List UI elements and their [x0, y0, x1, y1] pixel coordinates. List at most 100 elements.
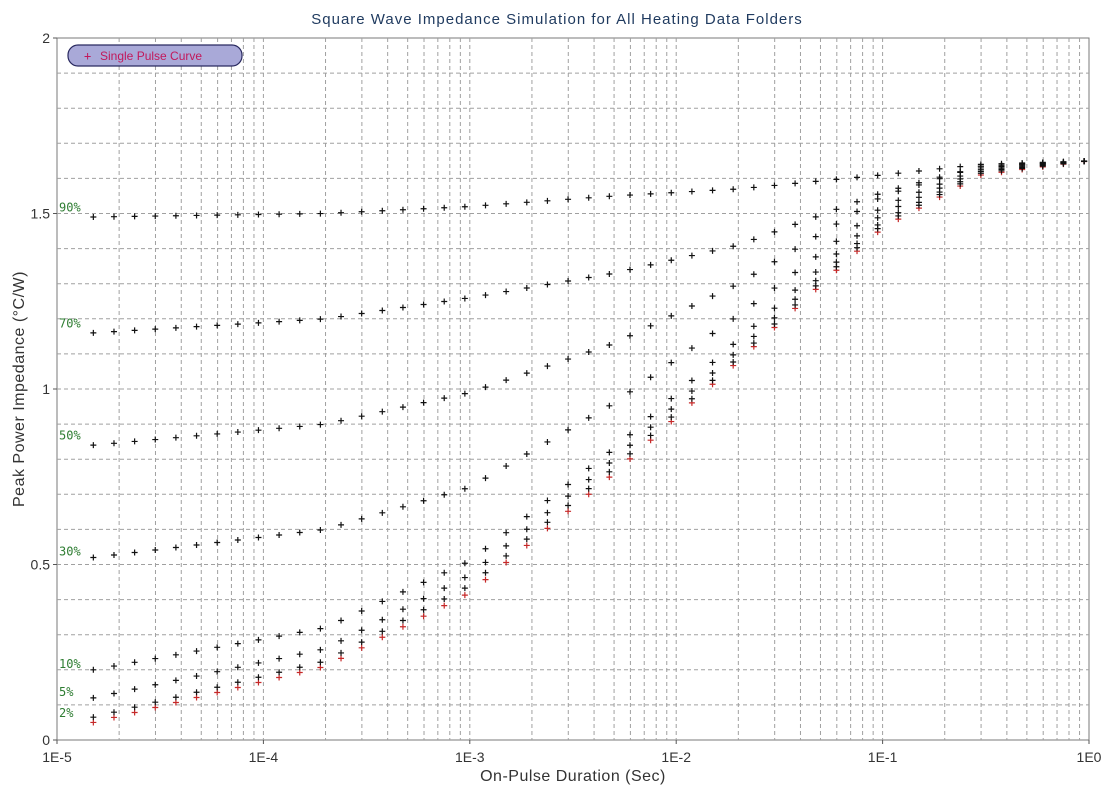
duty-point: [523, 513, 530, 520]
duty-point: [461, 203, 468, 210]
duty-point: [626, 266, 633, 273]
duty-point: [709, 369, 716, 376]
duty-point: [399, 503, 406, 510]
duty-point: [317, 659, 324, 666]
duty-point: [668, 257, 675, 264]
duty-point: [131, 704, 138, 711]
duty-point: [606, 270, 613, 277]
duty-point: [441, 298, 448, 305]
duty-point: [792, 180, 799, 187]
duty-point: [234, 321, 241, 328]
duty-point: [399, 606, 406, 613]
y-tick-label: 0: [42, 732, 50, 748]
single-pulse-point: [379, 634, 386, 641]
duty-point: [110, 690, 117, 697]
duty-point: [626, 192, 633, 199]
duty-point: [585, 465, 592, 472]
duty-point: [874, 207, 881, 214]
duty-point: [874, 221, 881, 228]
chart-title: Square Wave Impedance Simulation for All…: [311, 11, 803, 28]
duty-point: [110, 440, 117, 447]
duty-point: [647, 374, 654, 381]
duty-point: [503, 542, 510, 549]
duty-point: [276, 318, 283, 325]
duty-point: [503, 377, 510, 384]
duty-point: [1060, 158, 1067, 165]
duty-point: [338, 649, 345, 656]
duty-point: [544, 197, 551, 204]
duty-point: [812, 269, 819, 276]
duty-point: [152, 546, 159, 553]
duty-point: [957, 163, 964, 170]
duty-point: [977, 161, 984, 168]
duty-point: [441, 395, 448, 402]
duty-point: [647, 432, 654, 439]
duty-point: [565, 502, 572, 509]
duty-label: 30%: [59, 544, 81, 558]
duty-point: [358, 515, 365, 522]
duty-point: [255, 427, 262, 434]
duty-point: [503, 288, 510, 295]
duty-point: [544, 509, 551, 516]
duty-point: [234, 664, 241, 671]
duty-point: [771, 321, 778, 328]
duty-point: [833, 221, 840, 228]
duty-point: [461, 560, 468, 567]
duty-point: [709, 359, 716, 366]
duty-point: [90, 666, 97, 673]
duty-point: [379, 207, 386, 214]
duty-point: [296, 529, 303, 536]
y-axis-label: Peak Power Impedance (°C/W): [11, 271, 28, 507]
duty-point: [234, 537, 241, 544]
duty-point: [172, 324, 179, 331]
duty-point: [420, 606, 427, 613]
duty-point: [90, 214, 97, 221]
duty-point: [214, 684, 221, 691]
duty-point: [379, 616, 386, 623]
duty-point: [792, 269, 799, 276]
single-pulse-point: [276, 674, 283, 681]
duty-point: [1019, 160, 1026, 167]
legend-box: [67, 44, 243, 67]
duty-point: [730, 351, 737, 358]
duty-point: [730, 243, 737, 250]
x-tick-label: 1E-5: [42, 749, 72, 765]
duty-point: [482, 202, 489, 209]
duty-point: [895, 203, 902, 210]
single-pulse-point: [193, 694, 200, 701]
duty-point: [1039, 159, 1046, 166]
duty-point: [792, 221, 799, 228]
duty-point: [709, 247, 716, 254]
duty-point: [833, 250, 840, 257]
duty-label: 10%: [59, 657, 81, 671]
single-pulse-point: [234, 684, 241, 691]
y-tick-label: 2: [42, 30, 50, 46]
single-pulse-point: [358, 644, 365, 651]
duty-point: [730, 358, 737, 365]
duty-point: [338, 313, 345, 320]
duty-point: [523, 451, 530, 458]
duty-point: [523, 536, 530, 543]
duty-point: [812, 277, 819, 284]
duty-point: [193, 648, 200, 655]
legend-marker-icon: +: [84, 49, 91, 63]
duty-point: [255, 211, 262, 218]
duty-point: [90, 694, 97, 701]
duty-point: [399, 304, 406, 311]
duty-point: [998, 160, 1005, 167]
duty-point: [668, 414, 675, 421]
duty-point: [915, 168, 922, 175]
duty-point: [255, 636, 262, 643]
duty-point: [626, 450, 633, 457]
duty-point: [441, 569, 448, 576]
duty-point: [750, 300, 757, 307]
duty-point: [255, 319, 262, 326]
duty-point: [482, 475, 489, 482]
single-pulse-point: [338, 655, 345, 662]
duty-point: [317, 646, 324, 653]
duty-point: [585, 274, 592, 281]
duty-point: [296, 651, 303, 658]
single-pulse-point: [606, 474, 613, 481]
duty-point: [833, 238, 840, 245]
